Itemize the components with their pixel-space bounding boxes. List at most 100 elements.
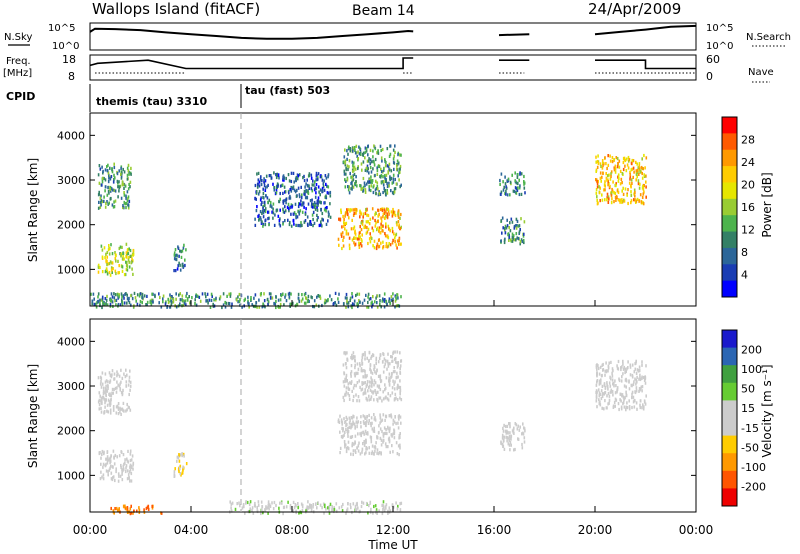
range-cell (108, 392, 110, 396)
range-cell (120, 176, 123, 180)
range-cell (285, 197, 287, 201)
range-cell (149, 300, 151, 304)
range-cell (357, 449, 360, 453)
range-cell (373, 246, 376, 250)
range-cell (375, 358, 377, 362)
range-cell (357, 165, 359, 169)
range-cell (389, 144, 392, 148)
range-cell (105, 462, 107, 466)
range-cell (139, 303, 141, 307)
range-cell (105, 388, 107, 392)
range-cell (112, 188, 114, 192)
range-cell (628, 380, 630, 384)
range-cell (361, 500, 363, 504)
range-cell (348, 416, 351, 420)
range-cell (393, 212, 395, 216)
range-cell (376, 151, 378, 155)
range-cell (109, 177, 112, 181)
range-cell (380, 305, 382, 309)
range-cell (355, 384, 357, 388)
range-cell (645, 364, 647, 368)
range-cell (319, 503, 322, 507)
range-cell (241, 506, 244, 510)
range-cell (179, 268, 182, 272)
range-cell (643, 378, 646, 382)
range-cell (602, 171, 604, 175)
range-cell (127, 258, 130, 262)
range-cell (337, 300, 340, 304)
range-cell (384, 431, 387, 435)
range-cell (388, 212, 390, 216)
range-cell (251, 303, 253, 307)
range-cell (361, 356, 364, 360)
range-cell (107, 248, 110, 252)
range-cell (641, 375, 643, 379)
range-cell (179, 467, 181, 471)
nsearch-label: N.Search (746, 32, 791, 43)
range-cell (107, 185, 109, 190)
range-cell (279, 197, 281, 201)
range-cell (295, 215, 297, 219)
range-cell (370, 179, 372, 183)
date-title: 24/Apr/2009 (588, 0, 681, 18)
range-cell (346, 210, 348, 214)
range-cell (595, 390, 597, 395)
range-cell (114, 386, 117, 390)
range-cell (398, 434, 401, 438)
range-cell (352, 356, 355, 360)
range-cell (384, 216, 386, 220)
range-cell (522, 422, 524, 426)
range-cell (361, 450, 363, 454)
range-cell (131, 454, 134, 458)
range-cell (359, 364, 361, 368)
range-cell (362, 420, 365, 424)
range-cell (118, 189, 120, 193)
range-cell (121, 298, 123, 302)
range-cell (365, 438, 367, 442)
range-cell (109, 298, 112, 302)
range-cell (313, 305, 316, 309)
range-cell (122, 167, 124, 172)
range-cell (129, 180, 132, 184)
range-cell (388, 184, 390, 188)
range-cell (383, 305, 386, 309)
range-cell (268, 216, 270, 220)
range-cell (118, 474, 120, 478)
range-cell (348, 387, 351, 391)
range-cell (396, 371, 398, 375)
range-cell (376, 301, 378, 305)
range-cell (352, 185, 355, 189)
range-cell (606, 178, 609, 182)
range-cell (368, 185, 370, 189)
colorbar-swatch (722, 470, 737, 489)
range-cell (356, 381, 359, 385)
range-cell (595, 392, 598, 396)
range-cell (605, 361, 607, 365)
range-cell (346, 507, 349, 511)
range-cell (596, 374, 598, 378)
range-cell (178, 469, 180, 474)
colorbar-swatch (722, 231, 737, 249)
range-cell (112, 408, 115, 412)
range-cell (105, 252, 107, 256)
range-cell (365, 182, 368, 186)
nsearch-tick-bottom: 10^0 (706, 41, 733, 52)
range-cell (639, 193, 642, 197)
range-cell (104, 168, 107, 172)
range-cell (98, 181, 101, 185)
range-cell (207, 301, 209, 305)
range-cell (129, 512, 132, 516)
range-cell (263, 292, 265, 296)
range-cell (511, 239, 514, 243)
range-cell (260, 202, 263, 207)
range-cell (631, 405, 633, 410)
range-cell (106, 461, 109, 465)
range-cell (105, 469, 108, 473)
range-cell (342, 363, 345, 367)
range-cell (617, 173, 620, 177)
range-cell (346, 212, 349, 216)
range-cell (394, 236, 396, 240)
range-cell (123, 301, 126, 305)
range-cell (379, 427, 382, 431)
range-cell (127, 405, 130, 409)
